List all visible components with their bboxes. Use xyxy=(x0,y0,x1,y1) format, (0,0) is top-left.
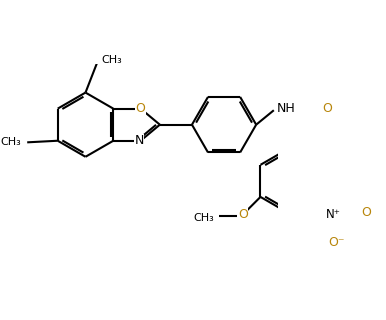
Text: NH: NH xyxy=(276,102,295,115)
Text: O: O xyxy=(362,206,372,220)
Text: O: O xyxy=(135,102,146,115)
Text: O⁻: O⁻ xyxy=(329,236,345,249)
Text: N: N xyxy=(134,134,144,147)
Text: O: O xyxy=(238,208,248,221)
Text: CH₃: CH₃ xyxy=(1,137,22,147)
Text: CH₃: CH₃ xyxy=(102,55,122,65)
Text: O: O xyxy=(323,102,332,115)
Text: N⁺: N⁺ xyxy=(326,208,341,221)
Text: CH₃: CH₃ xyxy=(193,213,214,223)
